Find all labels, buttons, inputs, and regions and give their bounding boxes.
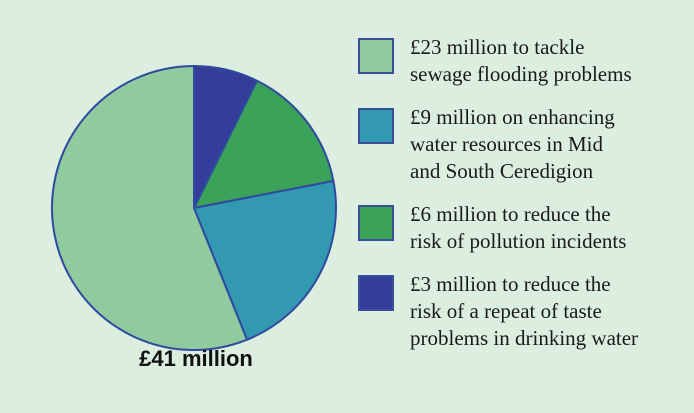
legend-swatch-1 <box>358 38 394 74</box>
legend-item-3: £6 million to reduce the risk of polluti… <box>358 201 688 255</box>
legend-label-1: £23 million to tackle sewage flooding pr… <box>410 35 632 86</box>
pie-slice-2 <box>193 179 337 341</box>
legend-item-2: £9 million on enhancing water resources … <box>358 104 688 185</box>
legend-label-2: £9 million on enhancing water resources … <box>410 105 615 183</box>
legend-label-3: £6 million to reduce the risk of polluti… <box>410 202 627 253</box>
legend-swatch-3 <box>358 205 394 241</box>
legend-label-4: £3 million to reduce the risk of a repea… <box>410 272 639 350</box>
total-label: £41 million <box>139 346 253 371</box>
legend-swatch-4 <box>358 275 394 311</box>
legend-item-4: £3 million to reduce the risk of a repea… <box>358 271 688 352</box>
pie-slice-3 <box>193 79 335 209</box>
legend-item-1: £23 million to tackle sewage flooding pr… <box>358 34 688 88</box>
legend: £23 million to tackle sewage flooding pr… <box>358 34 688 368</box>
legend-swatch-2 <box>358 108 394 144</box>
pie-slice-1 <box>51 65 249 351</box>
